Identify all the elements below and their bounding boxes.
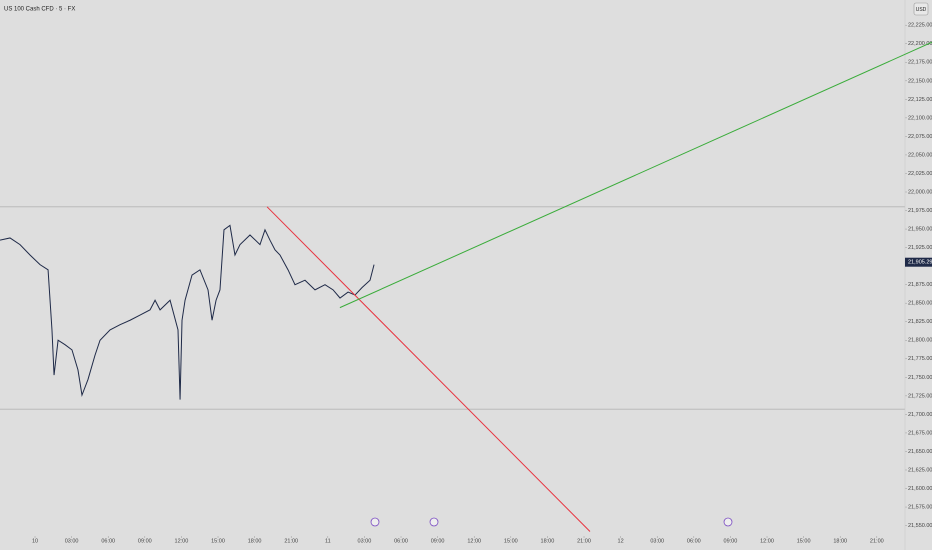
- y-tick-label: 21,775.00: [908, 356, 932, 362]
- x-tick-label: 06:00: [101, 538, 115, 544]
- x-tick-label: 12:00: [175, 538, 189, 544]
- y-tick-label: 22,000.00: [908, 189, 932, 195]
- y-tick-label: 21,850.00: [908, 301, 932, 307]
- trend-line: [266, 206, 591, 532]
- x-tick-label: 06:00: [394, 538, 408, 544]
- y-tick-label: 22,225.00: [908, 23, 932, 29]
- x-tick-label: 18:00: [833, 538, 847, 544]
- x-tick-label: 06:00: [687, 538, 701, 544]
- trend-line: [339, 41, 932, 309]
- y-tick-label: 21,750.00: [908, 375, 932, 381]
- x-tick-label: 15:00: [504, 538, 518, 544]
- x-tick-label: 09:00: [724, 538, 738, 544]
- x-tick-label: 09:00: [138, 538, 152, 544]
- y-tick-label: 21,625.00: [908, 467, 932, 473]
- x-tick-label: 12:00: [760, 538, 774, 544]
- event-icons: [370, 517, 733, 527]
- x-tick-label: 18:00: [248, 538, 262, 544]
- event-icon[interactable]: [429, 517, 439, 527]
- y-tick-label: 22,050.00: [908, 152, 932, 158]
- y-tick-label: 22,125.00: [908, 97, 932, 103]
- y-tick-label: 21,600.00: [908, 486, 932, 492]
- x-tick-label: 03:00: [650, 538, 664, 544]
- last-price-box: [905, 257, 932, 267]
- event-icon[interactable]: [370, 517, 380, 527]
- y-tick-label: 21,675.00: [908, 430, 932, 436]
- x-tick-label: 15:00: [797, 538, 811, 544]
- y-tick-label: 21,800.00: [908, 338, 932, 344]
- y-tick-label: 21,950.00: [908, 227, 932, 233]
- currency: USD: [916, 7, 927, 13]
- y-tick-label: 21,725.00: [908, 393, 932, 399]
- y-tick-label: 21,975.00: [908, 208, 932, 214]
- x-tick-label: 11: [325, 538, 331, 544]
- y-tick-label: 22,025.00: [908, 171, 932, 177]
- x-tick-label: 03:00: [358, 538, 372, 544]
- currency-box[interactable]: [913, 2, 929, 16]
- x-tick-label: 10: [32, 538, 38, 544]
- y-tick-label: 21,825.00: [908, 319, 932, 325]
- y-tick-label: 21,700.00: [908, 412, 932, 418]
- x-tick-label: 12:00: [467, 538, 481, 544]
- y-tick-label: 21,875.00: [908, 282, 932, 288]
- y-tick-label: 22,150.00: [908, 78, 932, 84]
- x-tick-label: 15:00: [211, 538, 225, 544]
- x-tick-label: 18:00: [541, 538, 555, 544]
- y-tick-label: 22,200.00: [908, 41, 932, 47]
- x-tick-label: 03:00: [65, 538, 79, 544]
- x-tick-label: 12: [618, 538, 624, 544]
- y-tick-label: 22,175.00: [908, 60, 932, 66]
- x-tick-label: 21:00: [870, 538, 884, 544]
- x-tick-label: 21:00: [577, 538, 591, 544]
- y-tick-label: 21,550.00: [908, 523, 932, 529]
- chart-title: US 100 Cash CFD · 5 · FX: [4, 7, 75, 13]
- y-tick-label: 22,100.00: [908, 115, 932, 121]
- y-tick-label: 21,650.00: [908, 449, 932, 455]
- y-tick-label: 22,075.00: [908, 134, 932, 140]
- y-tick-label: 21,925.00: [908, 245, 932, 251]
- event-icon[interactable]: [723, 517, 733, 527]
- y-tick-label: 21,575.00: [908, 505, 932, 511]
- price-line: [0, 224, 375, 400]
- last-price-label: 21,905.29: [908, 260, 932, 266]
- x-tick-label: 09:00: [431, 538, 445, 544]
- x-tick-label: 21:00: [284, 538, 298, 544]
